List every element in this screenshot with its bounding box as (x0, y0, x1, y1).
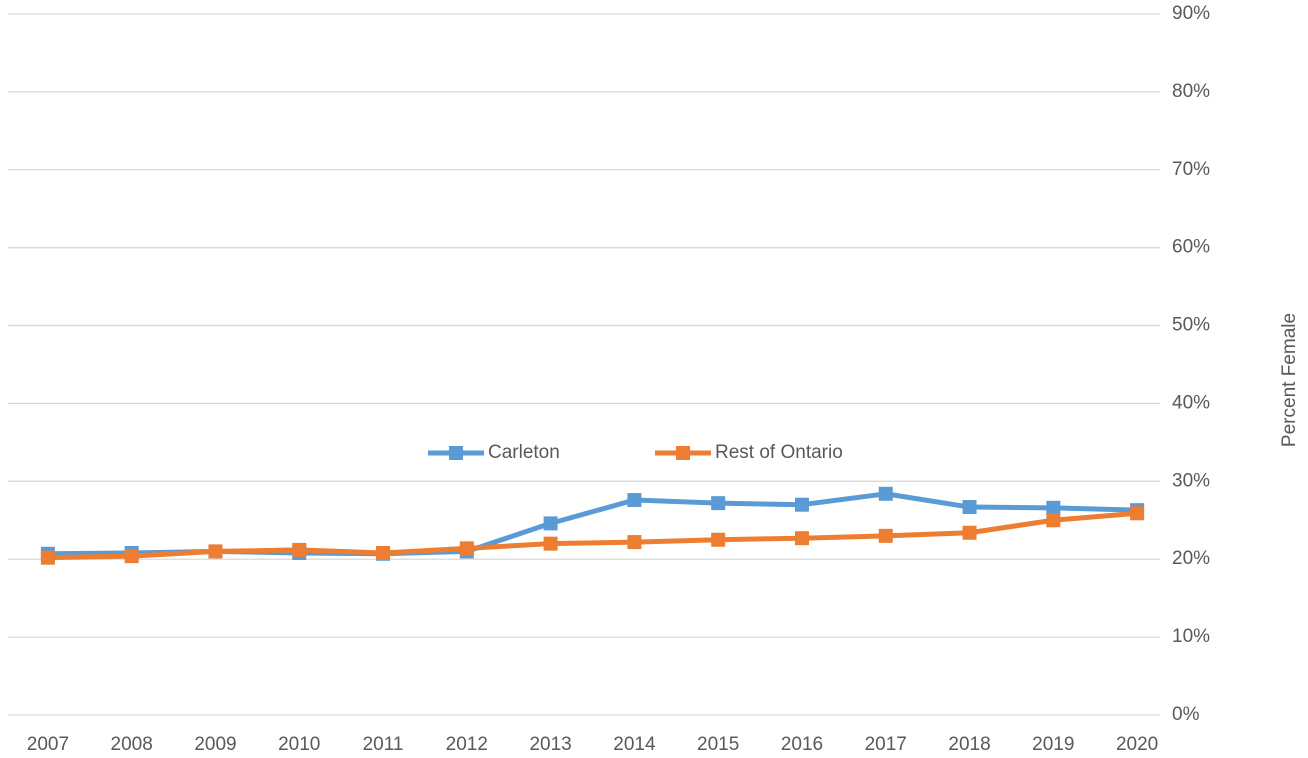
x-tick-label: 2018 (948, 734, 990, 755)
marker (711, 496, 726, 511)
y-tick-label: 0% (1172, 704, 1200, 725)
x-tick-label: 2008 (111, 734, 153, 755)
y-tick-label: 10% (1172, 626, 1210, 647)
marker (794, 497, 809, 512)
legend-label: Carleton (488, 442, 560, 463)
y-tick-label: 70% (1172, 159, 1210, 180)
y-tick-label: 90% (1172, 3, 1210, 24)
marker (543, 536, 558, 551)
x-tick-label: 2017 (865, 734, 907, 755)
marker (1046, 513, 1061, 528)
x-tick-label: 2011 (363, 734, 404, 755)
y-tick-label: 30% (1172, 470, 1210, 491)
marker (878, 528, 893, 543)
marker (794, 531, 809, 546)
marker (711, 532, 726, 547)
marker (459, 541, 474, 556)
series-line (47, 510, 1138, 561)
marker (962, 525, 977, 540)
marker (543, 516, 558, 531)
y-axis-label: Percent Female (1279, 313, 1300, 447)
marker (124, 549, 139, 564)
x-tick-label: 2007 (27, 734, 69, 755)
legend-marker (449, 446, 463, 460)
y-tick-label: 40% (1172, 392, 1210, 413)
marker (962, 500, 977, 515)
y-tick-label: 80% (1172, 81, 1210, 102)
x-tick-label: 2010 (278, 734, 320, 755)
marker (627, 535, 642, 550)
legend-marker (676, 446, 690, 460)
marker (878, 486, 893, 501)
y-tick-label: 50% (1172, 315, 1210, 336)
y-tick-label: 20% (1172, 548, 1210, 569)
x-tick-label: 2009 (194, 734, 236, 755)
x-tick-label: 2014 (613, 734, 656, 755)
y-tick-label: 60% (1172, 237, 1210, 258)
marker (208, 544, 223, 559)
marker (292, 542, 307, 557)
x-tick-label: 2016 (781, 734, 823, 755)
legend-label: Rest of Ontario (715, 442, 843, 463)
marker (40, 550, 55, 565)
x-tick-label: 2020 (1116, 734, 1158, 755)
x-tick-label: 2019 (1032, 734, 1074, 755)
marker (627, 493, 642, 508)
x-tick-label: 2013 (529, 734, 571, 755)
x-tick-label: 2015 (697, 734, 739, 755)
marker (376, 545, 391, 560)
marker (1046, 500, 1061, 515)
marker (1130, 506, 1145, 521)
x-tick-label: 2012 (446, 734, 488, 755)
